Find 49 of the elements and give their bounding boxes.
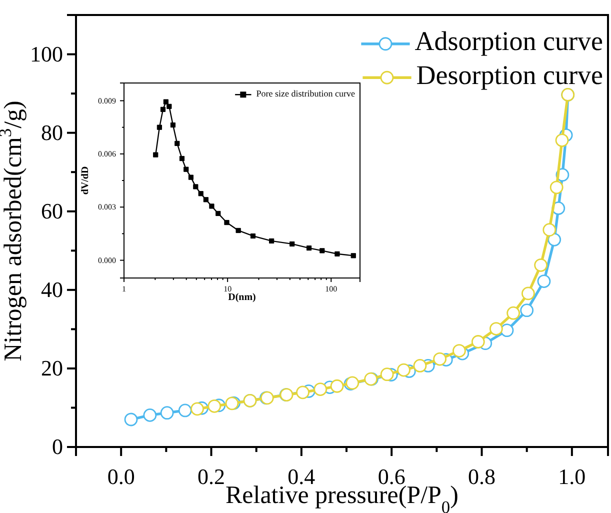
x-axis-title: D(nm)	[228, 292, 256, 303]
point	[520, 304, 534, 318]
point	[489, 322, 503, 336]
y-tick-label: 20	[41, 355, 63, 380]
point	[550, 180, 564, 194]
x-tick-label: 0.2	[198, 464, 226, 490]
point	[542, 223, 556, 237]
point	[433, 352, 447, 366]
x-tick-label: 0.8	[468, 464, 496, 490]
y-tick-label: 0	[52, 434, 63, 460]
x-tick-label: 1	[122, 284, 126, 294]
x-tick-label: 0.4	[288, 464, 316, 490]
y-tick-label: 40	[41, 276, 63, 302]
y-tick-label: 0.000	[98, 256, 116, 265]
x-tick-label: 1.0	[558, 464, 586, 490]
point	[506, 306, 520, 320]
point	[160, 406, 174, 420]
point	[548, 232, 562, 246]
y-tick-label: 80	[41, 120, 63, 145]
x-tick-label: 0.0	[107, 464, 135, 490]
point	[413, 359, 427, 372]
point	[380, 368, 394, 382]
x-tick-label: 10	[224, 284, 232, 294]
point	[500, 324, 514, 338]
point	[330, 379, 344, 393]
point	[452, 344, 466, 358]
y-axis-title: dV/dD	[80, 166, 91, 195]
point	[124, 412, 138, 426]
point	[537, 274, 551, 288]
point	[314, 382, 328, 396]
legend-label: Adsorption curve	[414, 26, 604, 56]
legend-label: Pore size distribution curve	[256, 88, 355, 99]
point	[178, 404, 192, 418]
y-tick-label: 0.006	[98, 149, 116, 158]
point	[208, 399, 222, 413]
point	[471, 335, 485, 348]
point	[522, 286, 535, 300]
y-tick-label: 60	[41, 198, 63, 224]
y-tick-label: 0.009	[98, 96, 116, 106]
y-tick-label: 0.003	[98, 202, 116, 212]
point	[190, 402, 204, 416]
point	[555, 134, 569, 147]
point	[397, 363, 410, 377]
point	[296, 386, 310, 400]
y-tick-label: 100	[30, 41, 63, 66]
legend-label: Desorption curve	[416, 60, 604, 90]
point	[534, 258, 548, 272]
x-tick-label: 100	[325, 284, 338, 294]
point	[143, 408, 157, 422]
